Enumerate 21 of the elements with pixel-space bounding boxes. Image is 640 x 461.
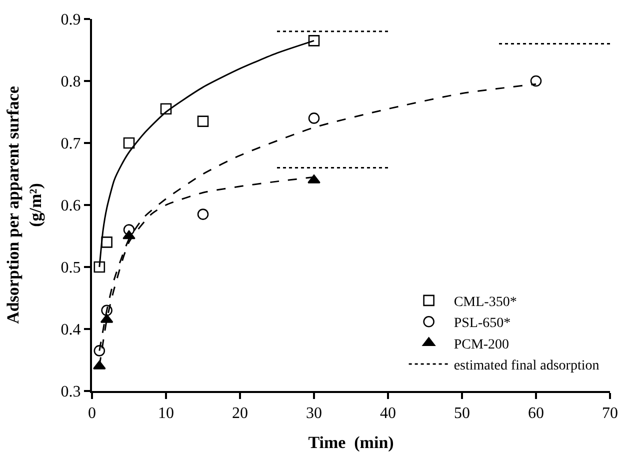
x-tick-label: 20 <box>232 405 248 422</box>
y-tick-label: 0.8 <box>60 74 81 91</box>
x-tick-label: 70 <box>602 405 618 422</box>
legend-label: estimated final adsorption <box>454 358 600 374</box>
legend-label: CML-350* <box>454 294 517 310</box>
x-tick-label: 10 <box>158 405 174 422</box>
legend-label: PSL-650* <box>454 316 511 332</box>
x-tick-label: 30 <box>306 405 322 422</box>
y-tick-label: 0.6 <box>60 198 81 215</box>
x-axis-title: Time (min) <box>308 433 394 452</box>
y-tick-label: 0.4 <box>60 322 81 339</box>
y-tick-label: 0.7 <box>60 136 81 153</box>
x-tick-label: 40 <box>380 405 396 422</box>
x-tick-label: 0 <box>88 405 96 422</box>
x-tick-label: 50 <box>454 405 470 422</box>
y-axis-title: Adsorption per apparent surface (g/m²) <box>4 86 45 324</box>
legend-label: PCM-200 <box>454 337 510 352</box>
y-tick-label: 0.5 <box>60 260 81 277</box>
y-tick-label: 0.9 <box>60 12 81 29</box>
x-tick-label: 60 <box>528 405 544 422</box>
y-tick-label: 0.3 <box>60 384 81 401</box>
